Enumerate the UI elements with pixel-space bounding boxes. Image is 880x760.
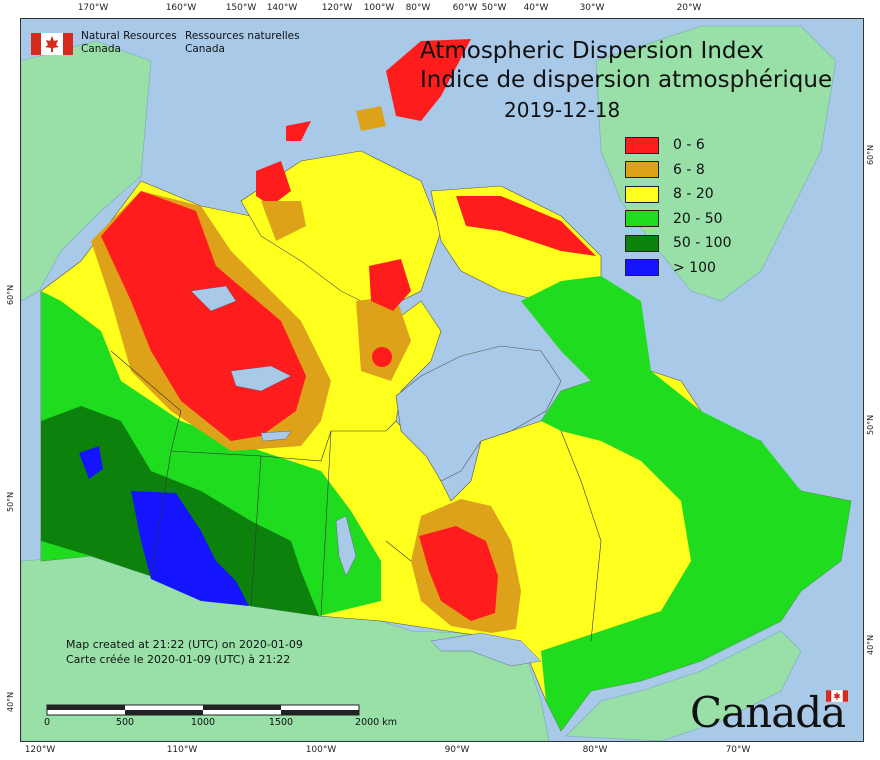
top-tick-label: 150°W [225,3,257,13]
right-tick-label: 50°N [866,414,875,435]
legend-swatch [625,234,659,252]
left-tick-label: 50°N [6,491,15,512]
bottom-tick-label: 120°W [24,745,56,755]
ellesmere-6-8-region [356,106,386,131]
legend-label: 8 - 20 [673,186,714,203]
credits-en: Map created at 21:22 (UTC) on 2020-01-09 [66,638,303,651]
bottom-tick-label: 90°W [444,745,470,755]
legend-label: 50 - 100 [673,235,732,252]
ellesmere-0-6-region [386,39,471,121]
top-tick-label: 160°W [165,3,197,13]
ontario-0-6-region [419,526,498,621]
scale-bar-graphic [46,704,360,716]
alberta-100-plus-region [131,491,249,606]
great-slave-lake [230,365,292,392]
scale-label: 2000 km [355,717,397,728]
legend-label: 6 - 8 [673,161,705,178]
legend-item: 0 - 6 [625,133,732,158]
bottom-tick-label: 100°W [305,745,337,755]
banks-0-6-region [286,121,311,141]
right-tick-label: 60°N [866,144,875,165]
scale-bar: 0 500 1000 1500 2000 km [43,703,397,731]
bottom-tick-label: 80°W [582,745,608,755]
lake-athabasca [260,430,292,442]
legend-item: > 100 [625,256,732,281]
map-title-fr: Indice de dispersion atmosphérique [420,67,833,93]
top-tick-label: 170°W [77,3,109,13]
map-canvas [20,18,864,742]
scale-label: 1000 [190,717,216,728]
scale-label: 500 [115,717,135,728]
legend-swatch [625,136,659,154]
top-tick-label: 120°W [321,3,353,13]
credits: Map created at 21:22 (UTC) on 2020-01-09… [66,637,303,667]
top-tick-label: 100°W [363,3,395,13]
legend-item: 50 - 100 [625,231,732,256]
legend-label: 0 - 6 [673,137,705,154]
map-date: 2019-12-18 [504,98,621,122]
lake-winnipeg [335,515,357,577]
legend-swatch [625,161,659,179]
top-tick-label: 60°W [452,3,478,13]
canada-wordmark-text: Canada [690,688,846,737]
agency-en-line1: Natural Resources [81,30,177,42]
scale-label: 1500 [268,717,294,728]
baffin-0-6-region [456,196,596,256]
legend-label: 20 - 50 [673,210,723,227]
top-tick-label: 40°W [523,3,549,13]
agency-fr-line1: Ressources naturelles [185,30,300,42]
alaska-land [21,40,152,302]
agency-fr-line2: Canada [185,43,225,55]
bottom-tick-label: 70°W [725,745,751,755]
east-20-50-region [521,276,851,731]
hudson-bay [395,345,562,482]
southampton-0-6-region [369,259,411,311]
top-tick-label: 30°W [579,3,605,13]
greenland-land [595,25,837,302]
southampton-0-6-spot [372,347,392,367]
wordmark-flag-icon [826,690,848,702]
scale-label: 0 [43,717,51,728]
map-svg [21,19,863,741]
arctic-0-6-region [256,161,291,206]
legend-swatch [625,259,659,277]
usa-east-land [565,630,802,741]
left-tick-label: 40°N [6,691,15,712]
legend-item: 20 - 50 [625,207,732,232]
top-tick-label: 20°W [676,3,702,13]
map-title-en: Atmospheric Dispersion Index [420,38,764,64]
arctic-6-8-region [261,201,306,241]
southampton-6-8-region [356,296,411,381]
provincial-borders [110,350,602,642]
legend: 0 - 6 6 - 8 8 - 20 20 - 50 50 - 100 > 100 [625,133,732,280]
top-tick-label: 50°W [481,3,507,13]
bc-100-plus-region [79,446,103,479]
top-tick-label: 140°W [266,3,298,13]
agency-en-line2: Canada [81,43,121,55]
great-lakes [430,632,542,667]
legend-swatch [625,210,659,228]
top-tick-label: 80°W [405,3,431,13]
bottom-tick-label: 110°W [166,745,198,755]
canada-wordmark: Canada [690,688,846,737]
legend-item: 6 - 8 [625,158,732,183]
great-bear-lake [190,285,237,312]
canada-flag-icon [31,33,73,55]
credits-fr: Carte créée le 2020-01-09 (UTC) à 21:22 [66,653,291,666]
legend-swatch [625,185,659,203]
legend-label: > 100 [673,259,716,276]
right-tick-label: 40°N [866,634,875,655]
left-tick-label: 60°N [6,284,15,305]
legend-item: 8 - 20 [625,182,732,207]
